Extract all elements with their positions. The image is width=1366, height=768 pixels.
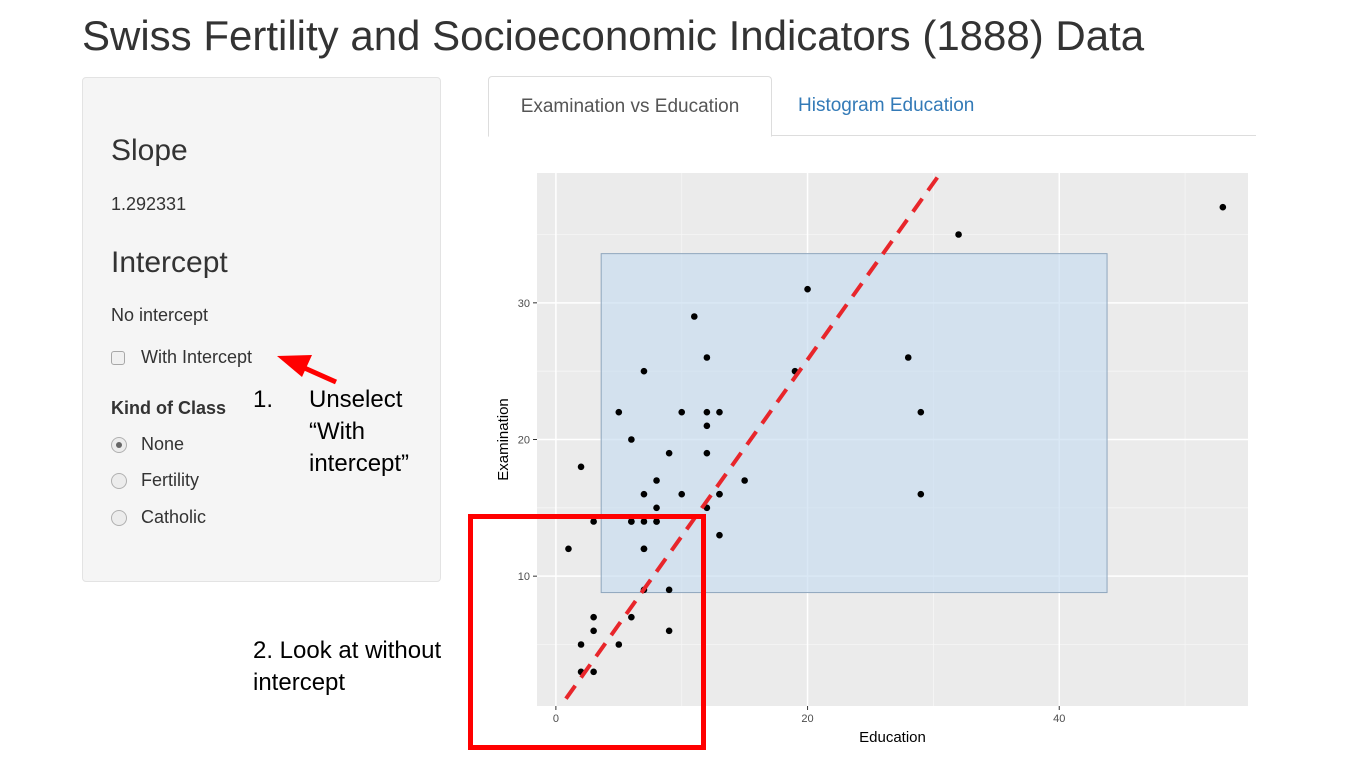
slope-heading: Slope [111,134,188,167]
annotation-highlight-box [468,514,706,750]
radio-button[interactable] [111,472,127,489]
data-point [653,477,660,484]
tab-histogram-education[interactable]: Histogram Education [798,95,975,116]
x-tick-label: 20 [801,713,813,725]
tab-bar: Examination vs Education Histogram Educa… [488,76,1256,137]
annotation-arrow-head [277,355,312,377]
annotation-arrow-shaft [298,363,338,385]
data-point [703,354,711,361]
x-tick-label: 0 [553,713,559,725]
data-point [917,490,925,498]
data-point [653,504,660,512]
radio-button-checked[interactable] [111,436,127,453]
data-point [615,641,623,648]
data-point [904,354,912,361]
data-point [678,490,686,498]
radio-option-catholic[interactable]: Catholic [111,507,206,528]
data-point [741,477,748,484]
data-point [640,367,648,375]
x-axis-label: Education [859,729,926,746]
data-point [678,408,686,416]
data-point [628,613,635,621]
fit-line [564,171,943,700]
data-point [1219,203,1227,211]
radio-label-fertility: Fertility [141,470,199,490]
data-point [955,231,962,238]
data-point [716,490,723,498]
data-point [640,518,648,525]
data-point [577,641,585,648]
data-point [665,586,673,594]
data-point [703,408,711,416]
data-point [628,518,635,525]
intercept-heading: Intercept [111,246,228,279]
data-point [590,668,597,676]
y-axis-label: Examination [495,398,512,481]
radio-option-none[interactable]: None [111,434,184,455]
data-point [590,627,597,635]
step1-line2: “With [309,418,365,445]
step1-line1: Unselect [309,386,403,413]
data-point [716,408,723,416]
step2-line1: 2. Look at without [253,637,442,664]
brush-selection[interactable] [600,253,1108,594]
kind-of-class-label: Kind of Class [111,398,227,418]
data-point [691,313,698,320]
radio-label-none: None [141,434,185,454]
data-point [590,518,597,525]
radio-button[interactable] [111,509,127,526]
radio-label-catholic: Catholic [141,507,207,527]
data-point [665,449,673,457]
data-point [653,518,660,525]
y-tick-label: 10 [518,571,530,583]
data-point [804,285,811,293]
step1-number: 1. [253,386,274,413]
data-point [716,531,723,539]
x-tick-label: 40 [1053,713,1065,725]
data-point [917,408,925,416]
step1-line3: intercept” [309,450,410,477]
intercept-value: No intercept [111,305,209,325]
data-point [615,408,623,416]
slope-value: 1.292331 [111,194,187,214]
y-tick-label: 20 [518,435,530,447]
data-point [628,436,635,443]
with-intercept-label: With Intercept [141,347,253,367]
y-tick-label: 30 [518,298,530,310]
data-point [665,627,673,635]
sidebar-panel: Slope 1.292331 Intercept No intercept Wi… [82,77,441,582]
data-point [565,545,572,553]
checkbox-box[interactable] [111,350,125,365]
data-point [577,463,585,471]
data-point [590,613,597,621]
data-point [703,449,711,457]
with-intercept-checkbox[interactable]: With Intercept [111,347,252,368]
radio-option-fertility[interactable]: Fertility [111,470,199,491]
data-point [703,422,711,430]
data-point [640,490,648,498]
data-point [640,545,648,553]
axis-ticks: 0 20 40 10 20 30 [518,298,1066,725]
page-title: Swiss Fertility and Socioeconomic Indica… [82,12,1145,59]
tab-examination-vs-education[interactable]: Examination vs Education [488,76,772,137]
step2-line2: intercept [253,669,346,696]
